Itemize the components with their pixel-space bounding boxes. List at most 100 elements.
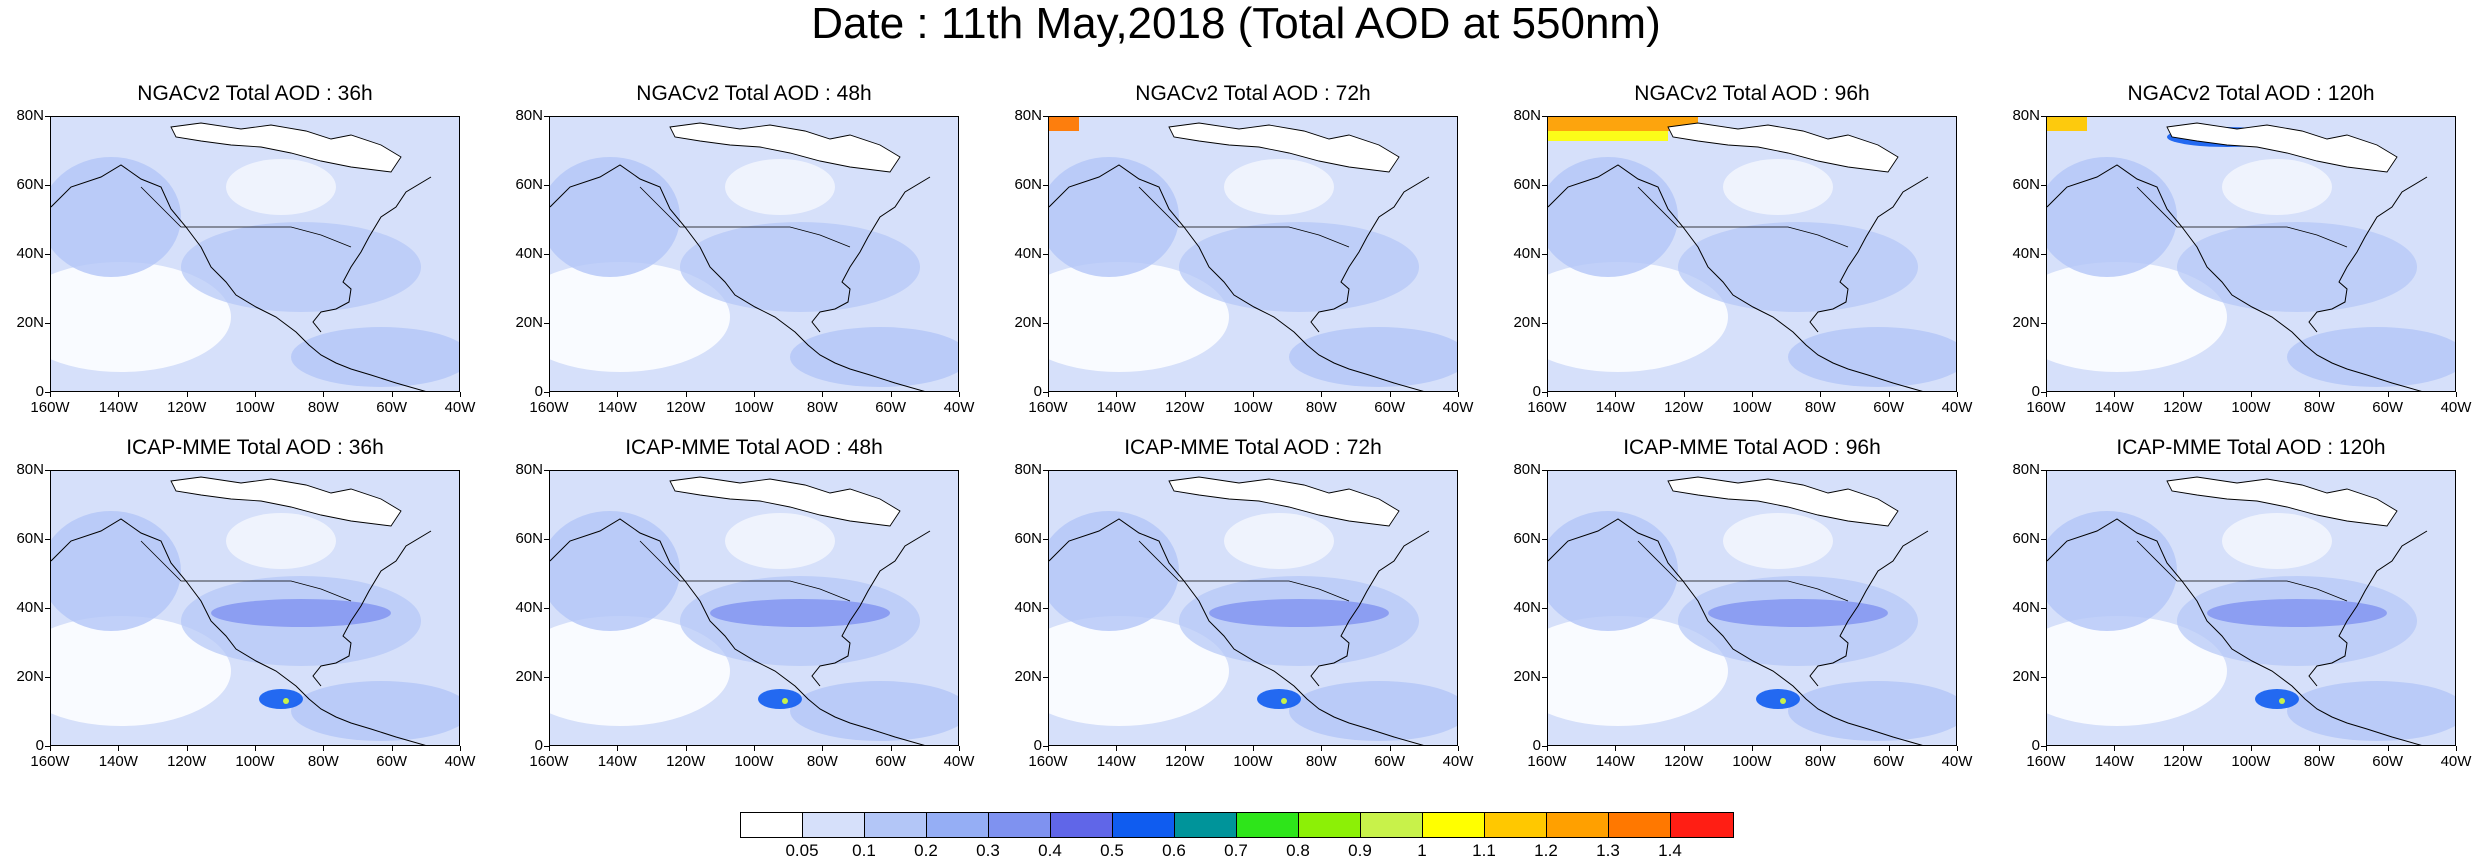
lon-tick xyxy=(1184,746,1186,751)
aod-region xyxy=(1049,511,1179,631)
main-title: Date : 11th May,2018 (Total AOD at 550nm… xyxy=(811,0,1661,48)
lat-label: 20N xyxy=(2012,314,2040,331)
lon-tick xyxy=(1389,746,1391,751)
lon-label: 80W xyxy=(307,399,339,416)
panel-title: NGACv2 Total AOD : 72h xyxy=(1135,82,1371,105)
colorbar-box xyxy=(1671,813,1733,837)
country-border xyxy=(1138,540,1350,602)
country-border xyxy=(1637,186,1849,248)
lon-label: 100W xyxy=(734,753,774,770)
lon-label: 140W xyxy=(1096,753,1136,770)
lon-tick xyxy=(50,392,51,397)
lat-label: 80N xyxy=(515,461,543,478)
lat-tick xyxy=(1542,254,1547,255)
lat-label: 0 xyxy=(35,383,44,400)
low-aod-region xyxy=(226,513,336,569)
lat-tick xyxy=(1043,392,1048,393)
coastline xyxy=(51,164,426,391)
lat-tick xyxy=(1542,608,1547,609)
panel-title: ICAP-MME Total AOD : 120h xyxy=(2116,436,2386,459)
low-aod-region xyxy=(1548,262,1728,372)
lon-label: 40W xyxy=(444,753,476,770)
lon-label: 160W xyxy=(529,753,569,770)
lat-label: 0 xyxy=(35,737,44,754)
lat-label: 20N xyxy=(1513,314,1541,331)
colorbar-label: 0.1 xyxy=(852,841,876,860)
lon-tick xyxy=(1116,392,1118,397)
low-aod-region xyxy=(2047,616,2227,726)
lat-label: 60N xyxy=(515,530,543,547)
lon-label: 160W xyxy=(1527,399,1567,416)
lon-label: 120W xyxy=(1165,399,1205,416)
plume-peak xyxy=(283,698,289,704)
lon-label: 160W xyxy=(2026,753,2066,770)
lon-label: 100W xyxy=(2231,399,2271,416)
lat-label: 20N xyxy=(1513,668,1541,685)
lon-label: 60W xyxy=(376,753,408,770)
lat-label: 0 xyxy=(1532,383,1541,400)
lat-label: 60N xyxy=(1513,176,1541,193)
lat-tick xyxy=(2041,116,2046,117)
lat-label: 80N xyxy=(1513,461,1541,478)
country-border xyxy=(1138,186,1350,248)
aod-region xyxy=(1049,157,1179,277)
lon-tick xyxy=(2251,392,2252,397)
lon-label: 40W xyxy=(2440,753,2472,770)
lon-label: 80W xyxy=(1804,753,1836,770)
lon-label: 80W xyxy=(1804,399,1836,416)
lat-label: 40N xyxy=(16,599,44,616)
map-field xyxy=(1049,471,1457,745)
colorbar-box xyxy=(1361,813,1423,837)
lat-tick xyxy=(544,392,549,393)
east-coastline xyxy=(1310,176,1430,333)
plume-peak xyxy=(1281,698,1287,704)
map-field xyxy=(1548,117,1956,391)
colorbar-box xyxy=(1175,813,1237,837)
country-border xyxy=(140,540,352,602)
plume-region xyxy=(2255,689,2299,709)
colorbar-box xyxy=(1299,813,1361,837)
map-field xyxy=(1548,471,1956,745)
colorbar-box xyxy=(865,813,927,837)
aod-region xyxy=(2047,157,2177,277)
lat-label: 20N xyxy=(515,314,543,331)
lat-label: 60N xyxy=(1014,530,1042,547)
low-aod-region xyxy=(2047,262,2227,372)
lon-tick xyxy=(323,392,325,397)
lat-label: 0 xyxy=(2031,383,2040,400)
lat-tick xyxy=(45,677,50,678)
lon-tick xyxy=(1683,746,1685,751)
aod-map xyxy=(549,116,959,392)
lat-tick xyxy=(45,185,50,186)
lat-label: 40N xyxy=(515,599,543,616)
lat-tick xyxy=(1043,608,1048,609)
lon-label: 140W xyxy=(1595,399,1635,416)
lon-tick xyxy=(754,392,755,397)
low-aod-region xyxy=(1049,616,1229,726)
colorbar-box xyxy=(1547,813,1609,837)
lon-tick xyxy=(1184,392,1186,397)
map-field xyxy=(2047,471,2455,745)
lon-label: 160W xyxy=(529,399,569,416)
lon-label: 60W xyxy=(1374,399,1406,416)
map-field xyxy=(51,117,459,391)
east-coastline xyxy=(2308,176,2428,333)
lat-tick xyxy=(544,746,549,747)
aod-region xyxy=(1678,222,1918,312)
lon-tick xyxy=(2114,392,2116,397)
lat-label: 60N xyxy=(16,530,44,547)
aod-map xyxy=(549,470,959,746)
aod-region xyxy=(1788,327,1956,387)
lon-tick xyxy=(2182,746,2184,751)
aod-region xyxy=(1548,511,1678,631)
colorbar-box xyxy=(989,813,1051,837)
fire-smoke-region xyxy=(2047,117,2087,131)
lat-label: 40N xyxy=(2012,245,2040,262)
colorbar xyxy=(740,812,1734,838)
lon-label: 60W xyxy=(2372,753,2404,770)
east-coastline xyxy=(811,176,931,333)
lon-tick xyxy=(1253,392,1254,397)
high-aod-region xyxy=(1708,599,1888,627)
aod-map xyxy=(1048,470,1458,746)
arctic-islands xyxy=(1667,122,1899,173)
